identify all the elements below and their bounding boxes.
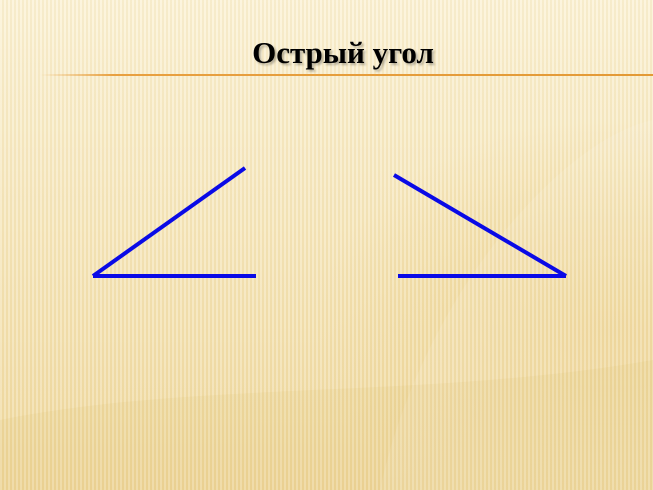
- acute-angle-left-slanted-ray: [91, 166, 247, 278]
- swoosh-shape: [380, 120, 653, 490]
- slide-title: Острый угол: [252, 35, 434, 70]
- title-rule: [40, 74, 653, 76]
- swoosh-shape-lower: [0, 360, 653, 490]
- acute-angle-right: [392, 173, 568, 278]
- acute-angle-right-slanted-ray: [392, 173, 568, 278]
- acute-angle-left: [91, 166, 256, 278]
